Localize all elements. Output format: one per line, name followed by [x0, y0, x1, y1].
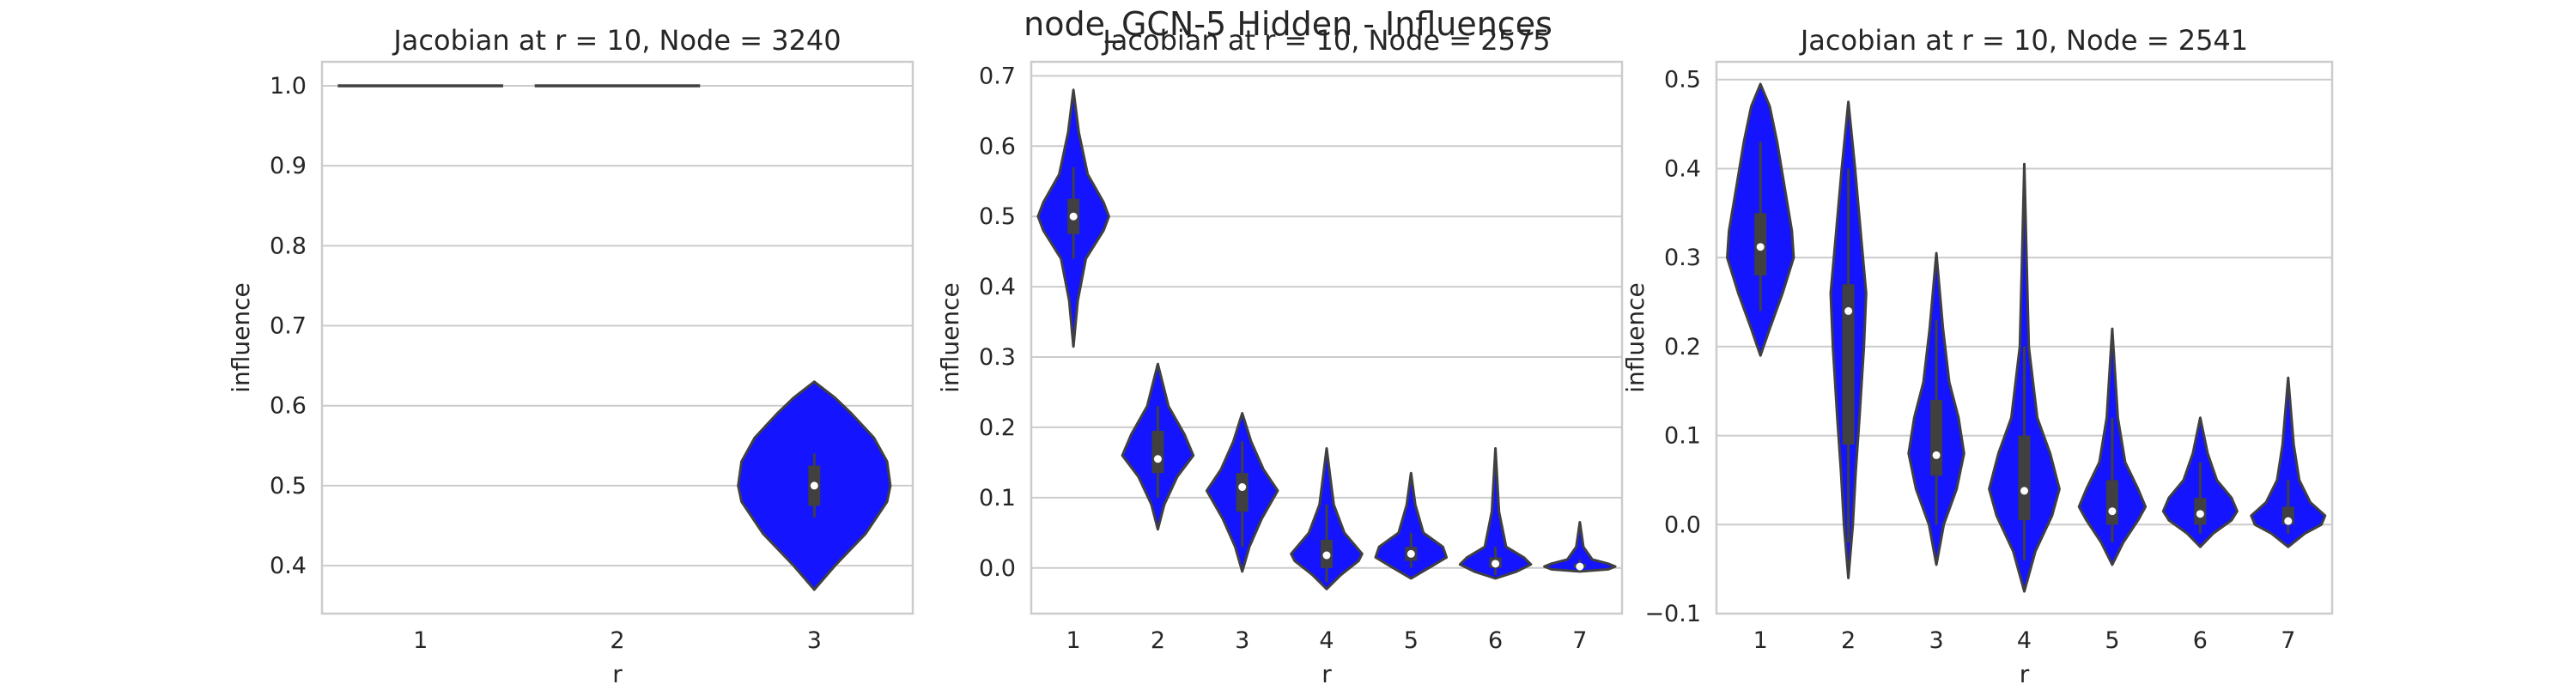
violin-median — [1844, 306, 1853, 315]
violin-median — [810, 481, 818, 490]
violin-iqr-box — [1842, 284, 1855, 445]
x-tick-label: 7 — [2281, 627, 2295, 654]
y-tick-label: 0.6 — [979, 133, 1016, 160]
y-tick-label: 0.7 — [270, 313, 307, 340]
violin-r-3 — [737, 380, 892, 591]
y-tick-label: 0.8 — [270, 233, 307, 259]
y-tick-label: 0.4 — [979, 274, 1016, 300]
violin-median — [1069, 212, 1078, 221]
y-tick-label: −0.1 — [1644, 601, 1701, 627]
violin-iqr-box — [1930, 400, 1943, 476]
violin-r-5 — [1374, 471, 1449, 580]
x-tick-label: 1 — [413, 627, 428, 654]
violin-r-3 — [1205, 412, 1279, 573]
y-tick-label: 0.0 — [979, 555, 1016, 582]
y-tick-label: 0.2 — [1664, 334, 1701, 360]
x-tick-label: 1 — [1753, 627, 1768, 654]
y-axis-label: influence — [1621, 282, 1649, 393]
violin-r-3 — [1907, 251, 1965, 566]
violin-median — [1238, 483, 1247, 492]
y-tick-label: 0.7 — [979, 63, 1016, 89]
x-tick-label: 4 — [1319, 627, 1334, 654]
violin-r-5 — [2077, 327, 2148, 566]
axes-frame — [1030, 60, 1624, 615]
x-tick-label: 2 — [610, 627, 624, 654]
violin-iqr-box — [2105, 480, 2118, 525]
x-tick-label: 3 — [807, 627, 822, 654]
subplot-1: 0.4 0.5 0.6 0.7 0.8 0.9 1.0 1 2 3 r influence Jacobi… — [227, 24, 914, 688]
subplot-title: Jacobian at r = 10, Node = 2575 — [1101, 24, 1550, 57]
y-tick-label: 0.3 — [979, 344, 1016, 371]
violin-r-6 — [2161, 416, 2239, 548]
x-tick-label: 6 — [1488, 627, 1503, 654]
subplot-title: Jacobian at r = 10, Node = 3240 — [392, 24, 841, 57]
violin-median — [1576, 562, 1584, 571]
x-tick-label: 2 — [1841, 627, 1856, 654]
violin-r-6 — [1458, 447, 1533, 580]
y-tick-label: 0.9 — [270, 153, 307, 179]
violin-median — [1322, 551, 1331, 560]
y-tick-label: 0.3 — [1664, 245, 1701, 271]
y-tick-label: 0.4 — [1664, 155, 1701, 182]
x-tick-label: 5 — [2105, 627, 2119, 654]
x-tick-label: 3 — [1235, 627, 1249, 654]
violin-median — [1492, 560, 1500, 568]
y-axis-label: influence — [936, 282, 964, 393]
violin-r-1 — [1726, 82, 1795, 357]
violin-median — [1756, 243, 1765, 251]
y-tick-label: 0.5 — [979, 203, 1016, 230]
x-tick-label: 4 — [2017, 627, 2032, 654]
violin-median — [2284, 517, 2293, 525]
y-tick-label: 1.0 — [270, 73, 307, 100]
y-tick-label: 0.1 — [1664, 423, 1701, 450]
y-tick-label: 0.6 — [270, 393, 307, 420]
figure-title: node_GCN-5 Hidden - Influences — [1024, 5, 1552, 43]
violin-median — [2020, 487, 2028, 495]
axes-frame — [320, 60, 914, 615]
violin-iqr-box — [1151, 431, 1164, 474]
violin-iqr-box — [1236, 473, 1249, 512]
x-tick-label: 3 — [1929, 627, 1943, 654]
violin-median — [2196, 510, 2204, 518]
x-tick-label: 1 — [1066, 627, 1081, 654]
violin-r-7 — [1543, 521, 1617, 573]
axes-frame — [1715, 60, 2334, 615]
violin-median — [1932, 451, 1941, 459]
x-axis-label: r — [612, 660, 623, 687]
violin-r-4 — [1290, 447, 1364, 590]
violin-r-4 — [1988, 162, 2061, 593]
y-tick-label: 0.4 — [270, 553, 307, 579]
subplot-3: −0.1 0.0 0.1 0.2 0.3 0.4 0.5 1 2 3 4 5 6 7 r influence J… — [1621, 24, 2334, 688]
violin-body — [1458, 447, 1533, 580]
violin-median — [1153, 455, 1162, 463]
violin-body — [2250, 376, 2327, 548]
violin-r-2 — [1121, 362, 1195, 531]
y-tick-label: 0.1 — [979, 485, 1016, 511]
violin-median — [2108, 507, 2117, 516]
y-axis-label: influence — [227, 282, 255, 393]
violin-median — [1406, 549, 1415, 558]
x-tick-label: 7 — [1572, 627, 1587, 654]
y-tick-label: 0.0 — [1664, 511, 1701, 538]
violin-r-2 — [1829, 100, 1868, 579]
subplot-2: 0.0 0.1 0.2 0.3 0.4 0.5 0.6 0.7 1 2 3 4 5 6 7 r influenc… — [936, 24, 1624, 688]
x-tick-label: 2 — [1151, 627, 1165, 654]
violin-r-7 — [2250, 376, 2327, 548]
violin-body — [1543, 521, 1617, 573]
y-tick-label: 0.2 — [979, 415, 1016, 441]
x-tick-label: 5 — [1404, 627, 1419, 654]
violin-body — [1374, 471, 1449, 580]
x-axis-label: r — [2020, 660, 2030, 687]
y-tick-label: 0.5 — [270, 473, 307, 499]
y-tick-label: 0.5 — [1664, 67, 1701, 94]
subplot-title: Jacobian at r = 10, Node = 2541 — [1799, 24, 2248, 57]
violin-iqr-box — [2018, 435, 2031, 521]
violin-r-1 — [1036, 88, 1110, 348]
x-axis-label: r — [1321, 660, 1332, 687]
x-tick-label: 6 — [2193, 627, 2208, 654]
